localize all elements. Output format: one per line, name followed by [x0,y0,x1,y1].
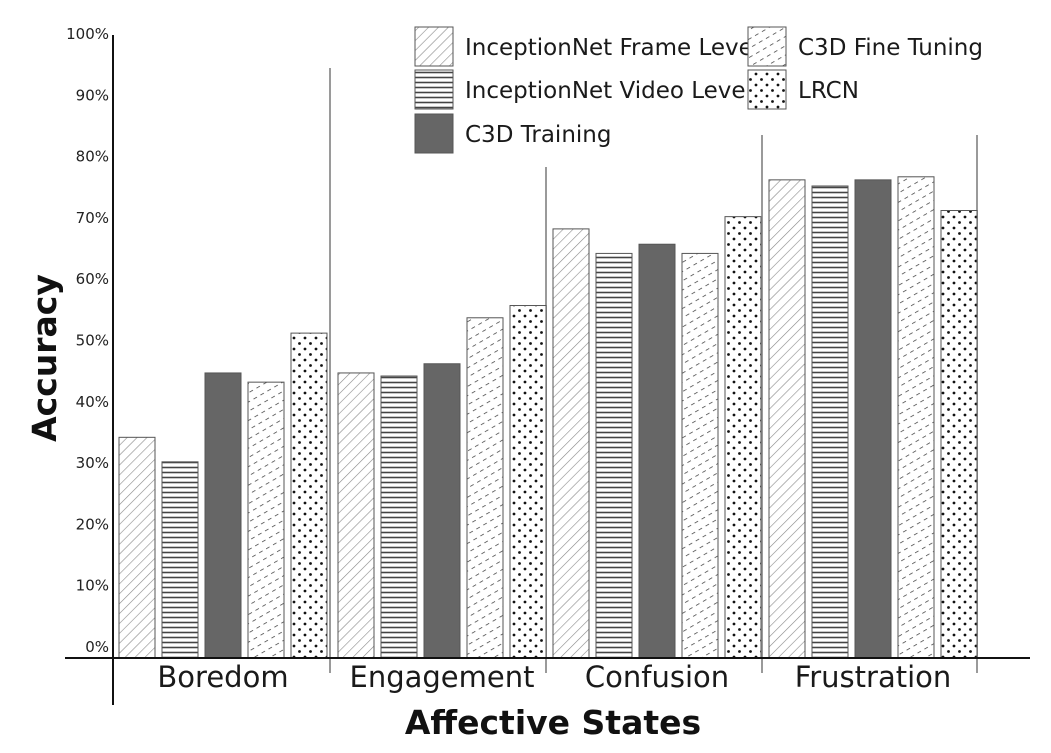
legend-swatch-inceptionnet-video-level [414,69,454,110]
bar-frustration-inceptionnet-video-level [811,185,849,659]
y-axis-title: Accuracy [25,274,64,442]
bar-frustration-lrcn [940,210,978,659]
y-tick-label: 100% [66,25,109,43]
bar-confusion-c3d-training [638,243,676,659]
bar-frustration-inceptionnet-frame-level [768,179,806,659]
bars-layer [118,176,978,659]
y-tick-label: 60% [76,270,109,288]
axes-layer [65,35,1030,705]
bar-confusion-c3d-fine-tuning [681,252,719,659]
bar-confusion-inceptionnet-video-level [595,252,633,659]
legend-swatch-lrcn [747,69,787,110]
y-tick-labels: 0% 10% 20% 30% 40% 50% 60% 70% 80% 90% 100% [66,25,109,656]
bar-engagement-inceptionnet-video-level [380,375,418,659]
bar-boredom-c3d-fine-tuning [247,381,285,659]
category-label-boredom: Boredom [157,660,288,694]
bar-boredom-lrcn [290,332,328,659]
category-label-engagement: Engagement [350,660,535,694]
bar-confusion-inceptionnet-frame-level [552,228,590,659]
bar-frustration-c3d-fine-tuning [897,176,935,659]
legend: InceptionNet Frame Level InceptionNet Vid… [414,26,983,154]
y-tick-label: 90% [76,86,109,104]
y-tick-label: 10% [76,577,109,595]
bar-boredom-inceptionnet-frame-level [118,436,156,659]
legend-label: C3D Fine Tuning [798,35,983,61]
legend-swatch-c3d-fine-tuning [747,26,787,67]
bar-boredom-inceptionnet-video-level [161,461,199,659]
bar-engagement-c3d-training [423,363,461,659]
y-tick-label: 0% [85,638,109,656]
legend-label: InceptionNet Frame Level [465,35,759,61]
y-tick-label: 40% [76,393,109,411]
y-tick-label: 70% [76,209,109,227]
y-tick-label: 20% [76,515,109,533]
x-axis-title: Affective States [405,703,701,742]
y-tick-label: 50% [76,332,109,350]
legend-swatch-inceptionnet-frame-level [414,26,454,67]
y-tick-label: 80% [76,148,109,166]
legend-swatch-c3d-training [414,113,454,154]
legend-label: InceptionNet Video Level [465,78,752,104]
category-label-frustration: Frustration [795,660,952,694]
legend-label: C3D Training [465,122,611,148]
category-labels: Boredom Engagement Confusion Frustration [157,660,951,694]
bar-engagement-c3d-fine-tuning [466,317,504,659]
legend-label: LRCN [798,78,859,104]
bar-confusion-lrcn [724,216,762,659]
bar-boredom-c3d-training [204,372,242,659]
bar-frustration-c3d-training [854,179,892,659]
bar-engagement-inceptionnet-frame-level [337,372,375,659]
category-label-confusion: Confusion [585,660,729,694]
y-tick-label: 30% [76,454,109,472]
bar-engagement-lrcn [509,305,547,659]
